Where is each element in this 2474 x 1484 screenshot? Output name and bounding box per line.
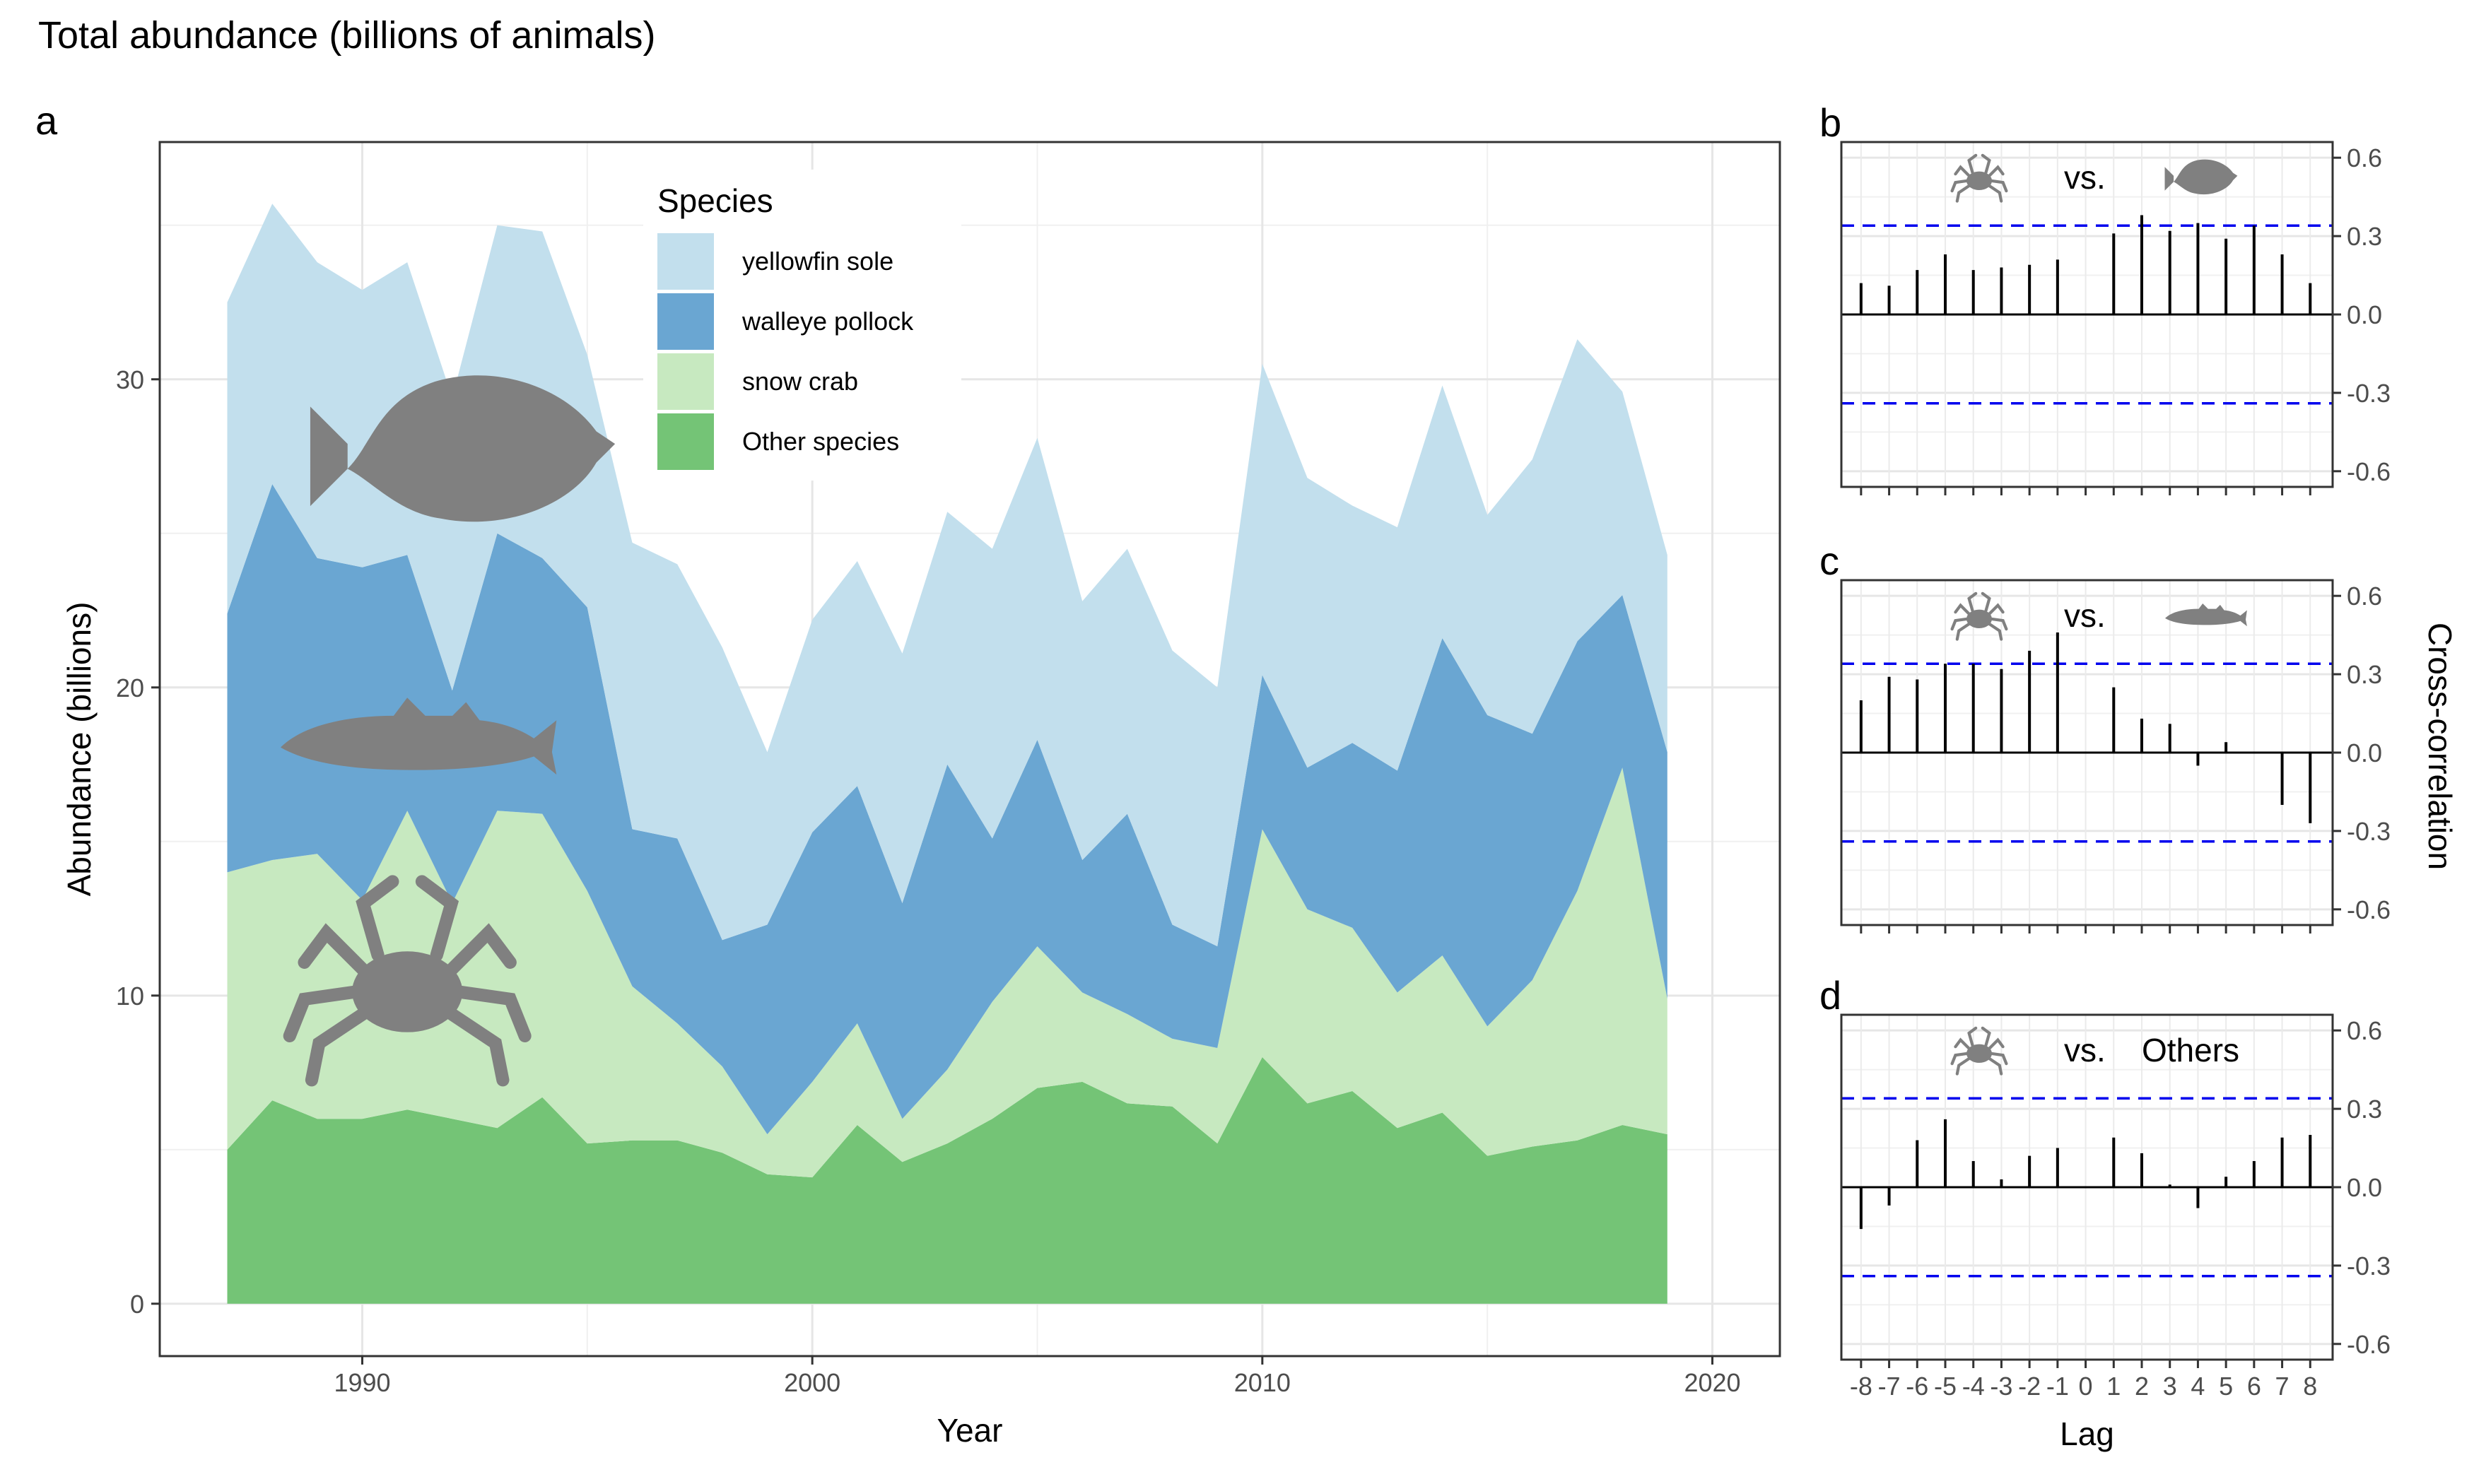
panel-letter-a: a <box>35 98 58 143</box>
legend-label: walleye pollock <box>741 307 914 336</box>
legend-key <box>657 233 714 290</box>
plot-border <box>158 141 1781 1358</box>
area-other-species <box>227 1057 1667 1304</box>
area-walleye-pollock <box>227 484 1667 1135</box>
others-label: Others <box>2142 1032 2239 1068</box>
y-tick-label: -0.6 <box>2347 895 2391 924</box>
x-tick-label: -5 <box>1934 1372 1957 1401</box>
pollock-body <box>2165 603 2247 627</box>
y-tick-label: 0.3 <box>2347 1095 2382 1124</box>
x-axis-title: Year <box>937 1412 1003 1449</box>
pollock-body <box>280 697 557 775</box>
y-tick-label: 0.0 <box>2347 738 2382 767</box>
x-tick-label: 2020 <box>1684 1368 1740 1397</box>
y-tick-label: 0.0 <box>2347 300 2382 329</box>
legend-label: Other species <box>742 427 899 456</box>
x-tick-label: 3 <box>2163 1372 2177 1401</box>
y-tick-label: 20 <box>116 673 144 702</box>
legend-key <box>657 353 714 410</box>
area-snow-crab <box>227 767 1667 1178</box>
legend-label: snow crab <box>742 367 858 396</box>
y-tick-label: 0.6 <box>2347 582 2382 611</box>
panel-c: c vs. -0.6 -0.3 0.0 0.3 0.6 <box>1819 538 2391 934</box>
yellowfin-sole-icon <box>2164 159 2238 195</box>
comparison-header: vs. Others <box>1952 1028 2239 1074</box>
x-axis-title: Lag <box>2060 1415 2114 1452</box>
panel-letter-d: d <box>1819 973 1841 1018</box>
x-tick-label: 7 <box>2275 1372 2290 1401</box>
legend-key <box>657 293 714 350</box>
walleye-pollock-icon <box>280 697 557 775</box>
x-tick-label: 2010 <box>1234 1368 1291 1397</box>
panel-letter-b: b <box>1819 100 1841 145</box>
y-tick-label: 0.0 <box>2347 1173 2382 1202</box>
x-tick-label: -7 <box>1878 1372 1901 1401</box>
y-tick-label: 10 <box>116 982 144 1011</box>
x-tick-label: 5 <box>2219 1372 2233 1401</box>
area-yellowfin-sole <box>227 204 1667 947</box>
walleye-pollock-icon <box>2165 603 2247 627</box>
species-silhouettes <box>280 375 616 1080</box>
panel-letter-c: c <box>1819 538 1839 583</box>
legend: Species yellowfin sole walleye pollock snow… <box>643 170 961 481</box>
x-tick-label: 1990 <box>334 1368 390 1397</box>
x-tick-label: -4 <box>1962 1372 1985 1401</box>
vs-label: vs. <box>2064 159 2106 196</box>
figure-title: Total abundance (billions of animals) <box>38 14 656 57</box>
y-tick-label: 30 <box>116 365 144 394</box>
legend-title: Species <box>657 182 773 219</box>
legend-label: yellowfin sole <box>742 247 893 276</box>
x-tick-label: 2 <box>2135 1372 2149 1401</box>
y-tick-label: 0 <box>130 1290 144 1319</box>
y-tick-label: -0.6 <box>2347 457 2391 486</box>
x-tick-label: -2 <box>2018 1372 2041 1401</box>
x-tick-label: -8 <box>1850 1372 1872 1401</box>
x-tick-label: 6 <box>2247 1372 2261 1401</box>
x-tick-label: -1 <box>2046 1372 2069 1401</box>
panel-b: b vs. -0.6 -0.3 0.0 0.3 0.6 <box>1819 100 2391 495</box>
vs-label: vs. <box>2064 1032 2106 1068</box>
y-tick-label: -0.6 <box>2347 1330 2391 1359</box>
legend-key <box>657 413 714 470</box>
y-tick-label: 0.3 <box>2347 222 2382 251</box>
x-tick-label: 2000 <box>784 1368 840 1397</box>
x-tick-label: 0 <box>2079 1372 2093 1401</box>
comparison-header: vs. <box>1952 155 2238 201</box>
y-tick-label: 0.3 <box>2347 660 2382 689</box>
y-tick-label: 0.6 <box>2347 143 2382 172</box>
comparison-header: vs. <box>1952 594 2247 640</box>
sole-body <box>2164 159 2238 195</box>
x-tick-label: 1 <box>2106 1372 2121 1401</box>
y-tick-label: 0.6 <box>2347 1016 2382 1045</box>
x-tick-label: -3 <box>1990 1372 2012 1401</box>
x-tick-label: -6 <box>1906 1372 1928 1401</box>
x-tick-label: 4 <box>2191 1372 2205 1401</box>
y-tick-label: -0.3 <box>2347 1252 2391 1280</box>
panel-a: a 1990 2000 2010 2020 0 10 20 30 Year Abundance (b… <box>35 98 1781 1449</box>
y-tick-label: -0.3 <box>2347 817 2391 846</box>
sole-body <box>310 375 616 522</box>
vs-label: vs. <box>2064 597 2106 634</box>
y-tick-label: -0.3 <box>2347 379 2391 408</box>
cross-correlation-axis-title: Cross-correlation <box>2422 623 2458 870</box>
panel-d: dvs. Others-0.6-0.30.00.30.6-8 -7 -6 -5 -4 -3-… <box>1819 973 2391 1452</box>
y-axis-title: Abundance (billions) <box>61 602 98 897</box>
yellowfin-sole-icon <box>310 375 616 522</box>
x-tick-label: 8 <box>2303 1372 2317 1401</box>
